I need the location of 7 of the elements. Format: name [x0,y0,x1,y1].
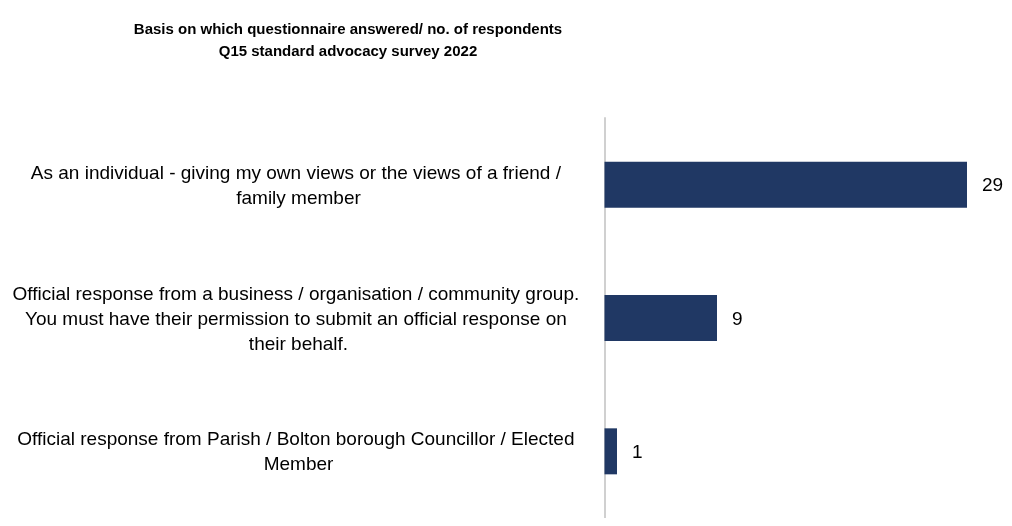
y-tick-label: Official response from a business / organisation / community group. You must have their permission to submit an official response on their behalf. [12,282,585,354]
y-tick-label: As an individual - giving my own views or the views of a friend / family member [30,161,567,208]
y-tick-label: Official response from Parish / Bolton borough Councillor / Elected Member [17,428,580,475]
text: Basis on which questionnaire answered/ no. of respondents Q15 standard advocacy survey 2022 [133,19,563,59]
data-label: 29 [982,174,1004,196]
data-label: 9 [732,307,743,329]
data-label: 1 [632,440,643,462]
